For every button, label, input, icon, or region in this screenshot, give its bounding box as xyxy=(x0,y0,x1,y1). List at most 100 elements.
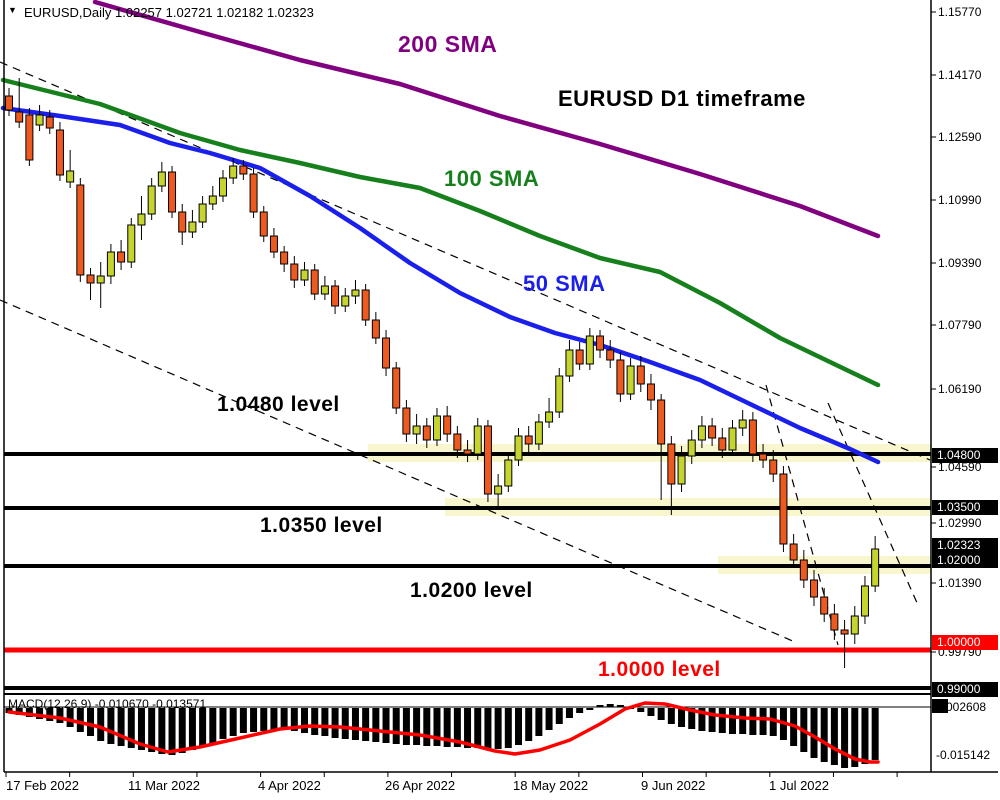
candle-bear xyxy=(636,365,645,385)
candle-bear xyxy=(596,335,605,351)
candle-bear xyxy=(708,425,717,439)
macd-histogram-bar xyxy=(667,708,675,724)
candle-bear xyxy=(392,367,401,409)
macd-histogram-bar xyxy=(270,708,278,730)
candle-bear xyxy=(310,269,319,295)
candle-bear xyxy=(249,173,258,213)
candle-bear xyxy=(178,211,187,233)
macd-histogram-bar xyxy=(87,708,95,736)
candle-bear xyxy=(25,114,34,161)
macd-histogram-bar xyxy=(413,708,421,745)
macd-histogram-bar xyxy=(372,708,380,742)
macd-histogram-bar xyxy=(107,708,115,744)
macd-histogram-bar xyxy=(362,708,370,741)
candle-bear xyxy=(86,274,95,284)
macd-histogram-bar xyxy=(36,708,44,719)
macd-histogram-bar xyxy=(474,708,482,748)
macd-histogram-bar xyxy=(708,708,716,732)
macd-histogram-bar xyxy=(280,708,288,730)
macd-histogram-bar xyxy=(637,708,645,712)
candle-bull xyxy=(127,224,136,263)
candle-bear xyxy=(769,459,778,475)
macd-histogram-bar xyxy=(382,708,390,743)
candle-bear xyxy=(463,449,472,455)
label-overlap-box xyxy=(932,699,948,713)
candle-bull xyxy=(147,185,156,215)
macd-histogram-bar xyxy=(402,708,410,745)
macd-histogram-bar xyxy=(871,708,879,760)
candle-bull xyxy=(728,427,737,451)
macd-histogram-bar xyxy=(453,708,461,747)
candle-bear xyxy=(402,407,411,435)
macd-histogram-bar xyxy=(647,708,655,716)
candle-bull xyxy=(188,221,197,233)
macd-histogram-bar xyxy=(301,708,309,733)
candle-bull xyxy=(850,615,859,635)
candle-bull xyxy=(218,177,227,197)
candle-bear xyxy=(361,289,370,321)
candle-bear xyxy=(840,629,849,635)
candle-bear xyxy=(331,285,340,307)
candle-bear xyxy=(830,613,839,631)
candle-bear xyxy=(443,415,452,435)
sma-200-line xyxy=(92,0,881,239)
macd-histogram-bar xyxy=(443,708,451,747)
candle-bull xyxy=(697,425,706,441)
macd-histogram-bar xyxy=(830,708,838,765)
candle-bear xyxy=(239,165,248,175)
candle-bull xyxy=(555,375,564,413)
macd-histogram-bar xyxy=(586,708,594,710)
macd-histogram-bar xyxy=(494,708,502,749)
candle-bear xyxy=(15,111,24,123)
macd-histogram-bar xyxy=(331,708,339,738)
macd-histogram-bar xyxy=(565,708,573,718)
candle-bull xyxy=(677,455,686,485)
macd-histogram-bar xyxy=(25,708,33,717)
candle-bear xyxy=(810,579,819,598)
candle-bear xyxy=(779,473,788,545)
candle-bull xyxy=(96,275,105,284)
candle-bull xyxy=(432,415,441,441)
sma-50-line xyxy=(0,105,881,465)
macd-histogram-bar xyxy=(861,708,869,764)
trendline-dashed xyxy=(0,61,931,461)
macd-histogram-bar xyxy=(657,708,665,720)
macd-histogram-bar xyxy=(290,708,298,731)
candle-bull xyxy=(504,459,513,487)
candle-bear xyxy=(657,399,666,445)
candle-bear xyxy=(168,171,177,213)
candle-bear xyxy=(606,349,615,361)
trendline-dashed xyxy=(0,299,796,643)
macd-histogram-bar xyxy=(504,708,512,748)
macd-histogram-bar xyxy=(46,708,54,721)
macd-histogram-bar xyxy=(311,708,319,735)
candle-bear xyxy=(45,116,54,129)
macd-histogram-bar xyxy=(219,708,227,739)
candle-bear xyxy=(718,437,727,451)
candle-bull xyxy=(157,171,166,187)
macd-histogram-bar xyxy=(678,708,686,727)
macd-histogram-bar xyxy=(321,708,329,736)
macd-histogram-bar xyxy=(576,708,584,713)
macd-histogram-bar xyxy=(515,708,522,745)
macd-histogram-bar xyxy=(606,704,614,707)
trendline-dashed xyxy=(827,402,919,606)
macd-histogram-bar xyxy=(555,708,563,724)
candle-bear xyxy=(382,337,391,369)
macd-histogram-bar xyxy=(56,708,64,723)
candle-bear xyxy=(799,559,808,581)
candle-bull xyxy=(545,411,554,423)
macd-histogram-bar xyxy=(158,708,166,754)
macd-histogram-bar xyxy=(545,708,553,730)
candle-bear xyxy=(269,235,278,253)
candle-bear xyxy=(259,211,268,237)
macd-histogram-bar xyxy=(137,708,145,750)
candle-bear xyxy=(667,443,676,485)
macd-histogram-bar xyxy=(688,708,696,729)
candle-bear xyxy=(748,419,757,455)
macd-histogram-bar xyxy=(596,705,604,707)
macd-histogram-bar xyxy=(148,708,156,752)
candle-bear xyxy=(524,435,533,445)
macd-histogram-bar xyxy=(117,708,125,746)
